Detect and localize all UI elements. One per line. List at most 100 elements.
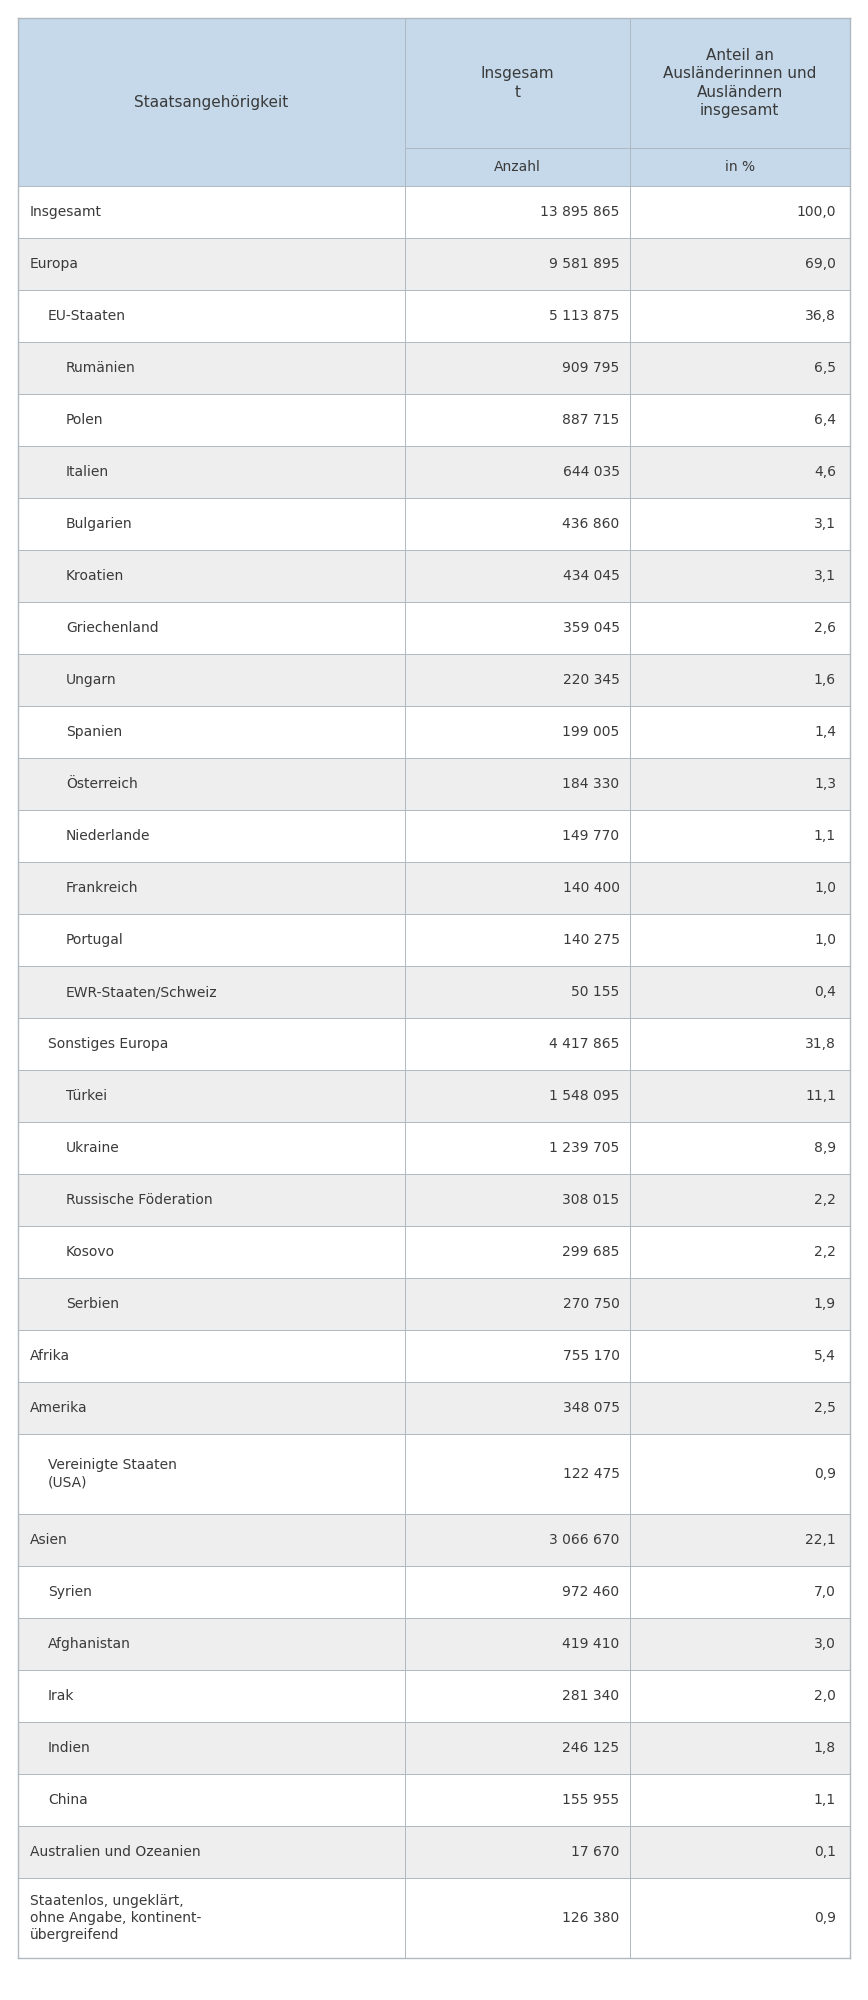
Bar	[404, 290, 629, 342]
Text: 270 750: 270 750	[562, 1296, 620, 1312]
Bar	[404, 550, 629, 602]
Text: 149 770: 149 770	[562, 828, 620, 844]
Bar	[404, 1878, 629, 1958]
Text: Polen: Polen	[66, 414, 103, 428]
Text: 3,1: 3,1	[814, 516, 836, 530]
Bar	[18, 1826, 404, 1878]
Bar	[18, 186, 404, 238]
Text: 972 460: 972 460	[562, 1584, 620, 1600]
Text: 220 345: 220 345	[562, 672, 620, 688]
Text: 0,1: 0,1	[814, 1844, 836, 1860]
Bar	[629, 654, 850, 706]
Text: 3,1: 3,1	[814, 568, 836, 584]
Text: 4,6: 4,6	[814, 464, 836, 478]
Text: China: China	[48, 1792, 88, 1808]
Bar	[404, 1774, 629, 1826]
Text: 2,2: 2,2	[814, 1192, 836, 1206]
Text: 436 860: 436 860	[562, 516, 620, 530]
Bar	[18, 1878, 404, 1958]
Bar	[404, 238, 629, 290]
Bar	[18, 654, 404, 706]
Bar	[18, 862, 404, 914]
Text: 122 475: 122 475	[562, 1468, 620, 1480]
Bar	[404, 1122, 629, 1174]
Bar	[18, 602, 404, 654]
Bar	[18, 1618, 404, 1670]
Bar	[18, 914, 404, 966]
Bar	[404, 758, 629, 810]
Text: 199 005: 199 005	[562, 724, 620, 738]
Text: 281 340: 281 340	[562, 1688, 620, 1704]
Text: 1,0: 1,0	[814, 932, 836, 948]
Text: Asien: Asien	[30, 1532, 68, 1548]
Text: 7,0: 7,0	[814, 1584, 836, 1600]
Text: Portugal: Portugal	[66, 932, 124, 948]
Text: Staatsangehörigkeit: Staatsangehörigkeit	[135, 94, 288, 110]
Bar	[404, 654, 629, 706]
Bar	[404, 1826, 629, 1878]
Bar	[18, 148, 404, 186]
Bar	[404, 1434, 629, 1514]
Bar	[629, 602, 850, 654]
Text: Europa: Europa	[30, 256, 79, 270]
Bar	[404, 342, 629, 394]
Text: Rumänien: Rumänien	[66, 360, 135, 376]
Bar	[404, 18, 629, 148]
Bar	[18, 238, 404, 290]
Text: Serbien: Serbien	[66, 1296, 119, 1312]
Bar	[18, 1514, 404, 1566]
Text: 13 895 865: 13 895 865	[540, 206, 620, 218]
Text: Österreich: Österreich	[66, 776, 138, 790]
Text: 31,8: 31,8	[806, 1036, 836, 1052]
Bar	[629, 186, 850, 238]
Bar	[18, 1434, 404, 1514]
Text: 2,2: 2,2	[814, 1244, 836, 1260]
Bar	[404, 1070, 629, 1122]
Bar	[404, 966, 629, 1018]
Text: Türkei: Türkei	[66, 1088, 107, 1104]
Text: 22,1: 22,1	[806, 1532, 836, 1548]
Text: 17 670: 17 670	[571, 1844, 620, 1860]
Bar	[404, 498, 629, 550]
Text: 0,9: 0,9	[814, 1912, 836, 1924]
Text: Bulgarien: Bulgarien	[66, 516, 133, 530]
Text: 1 239 705: 1 239 705	[549, 1140, 620, 1156]
Text: Kosovo: Kosovo	[66, 1244, 115, 1260]
Text: Australien und Ozeanien: Australien und Ozeanien	[30, 1844, 201, 1860]
Bar	[629, 1330, 850, 1382]
Text: 359 045: 359 045	[562, 620, 620, 636]
Bar	[18, 1174, 404, 1226]
Bar	[18, 18, 404, 148]
Text: Anteil an
Ausländerinnen und
Ausländern
insgesamt: Anteil an Ausländerinnen und Ausländern …	[663, 48, 817, 118]
Text: 8,9: 8,9	[814, 1140, 836, 1156]
Bar	[629, 290, 850, 342]
Bar	[629, 1566, 850, 1618]
Bar	[404, 1226, 629, 1278]
Text: Ukraine: Ukraine	[66, 1140, 120, 1156]
Text: 11,1: 11,1	[805, 1088, 836, 1104]
Text: in %: in %	[725, 160, 755, 174]
Bar	[629, 706, 850, 758]
Text: 126 380: 126 380	[562, 1912, 620, 1924]
Text: Italien: Italien	[66, 464, 109, 478]
Text: 419 410: 419 410	[562, 1636, 620, 1652]
Text: 644 035: 644 035	[562, 464, 620, 478]
Bar	[18, 290, 404, 342]
Text: Indien: Indien	[48, 1740, 91, 1756]
Text: 308 015: 308 015	[562, 1192, 620, 1206]
Bar	[404, 186, 629, 238]
Bar	[404, 1278, 629, 1330]
Bar	[404, 1722, 629, 1774]
Text: 184 330: 184 330	[562, 776, 620, 790]
Text: Frankreich: Frankreich	[66, 880, 139, 896]
Bar	[404, 1018, 629, 1070]
Bar	[629, 1878, 850, 1958]
Text: 100,0: 100,0	[797, 206, 836, 218]
Bar	[404, 1566, 629, 1618]
Bar	[18, 394, 404, 446]
Text: 887 715: 887 715	[562, 414, 620, 428]
Text: 155 955: 155 955	[562, 1792, 620, 1808]
Bar	[404, 148, 629, 186]
Text: Ungarn: Ungarn	[66, 672, 116, 688]
Bar	[629, 1434, 850, 1514]
